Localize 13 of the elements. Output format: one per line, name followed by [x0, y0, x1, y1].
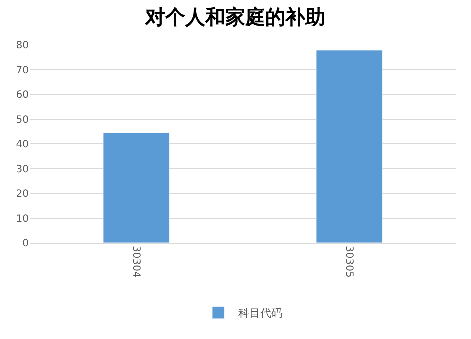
y-tick-label: 80	[16, 40, 29, 52]
y-tick-label: 0	[22, 238, 29, 250]
y-tick-label: 40	[16, 140, 29, 150]
chart-title: 对个人和家庭的补助	[144, 6, 326, 30]
legend-label: 科目代码	[238, 307, 282, 320]
x-tick-label: 30304	[130, 246, 142, 278]
y-tick-label: 10	[16, 214, 29, 225]
x-tick-label: 30305	[343, 246, 354, 278]
y-tick-label: 60	[16, 90, 29, 101]
y-tick-label: 70	[16, 65, 29, 76]
y-tick-label: 50	[16, 114, 29, 126]
y-tick-label: 20	[16, 189, 29, 200]
y-tick-label: 30	[16, 164, 29, 176]
